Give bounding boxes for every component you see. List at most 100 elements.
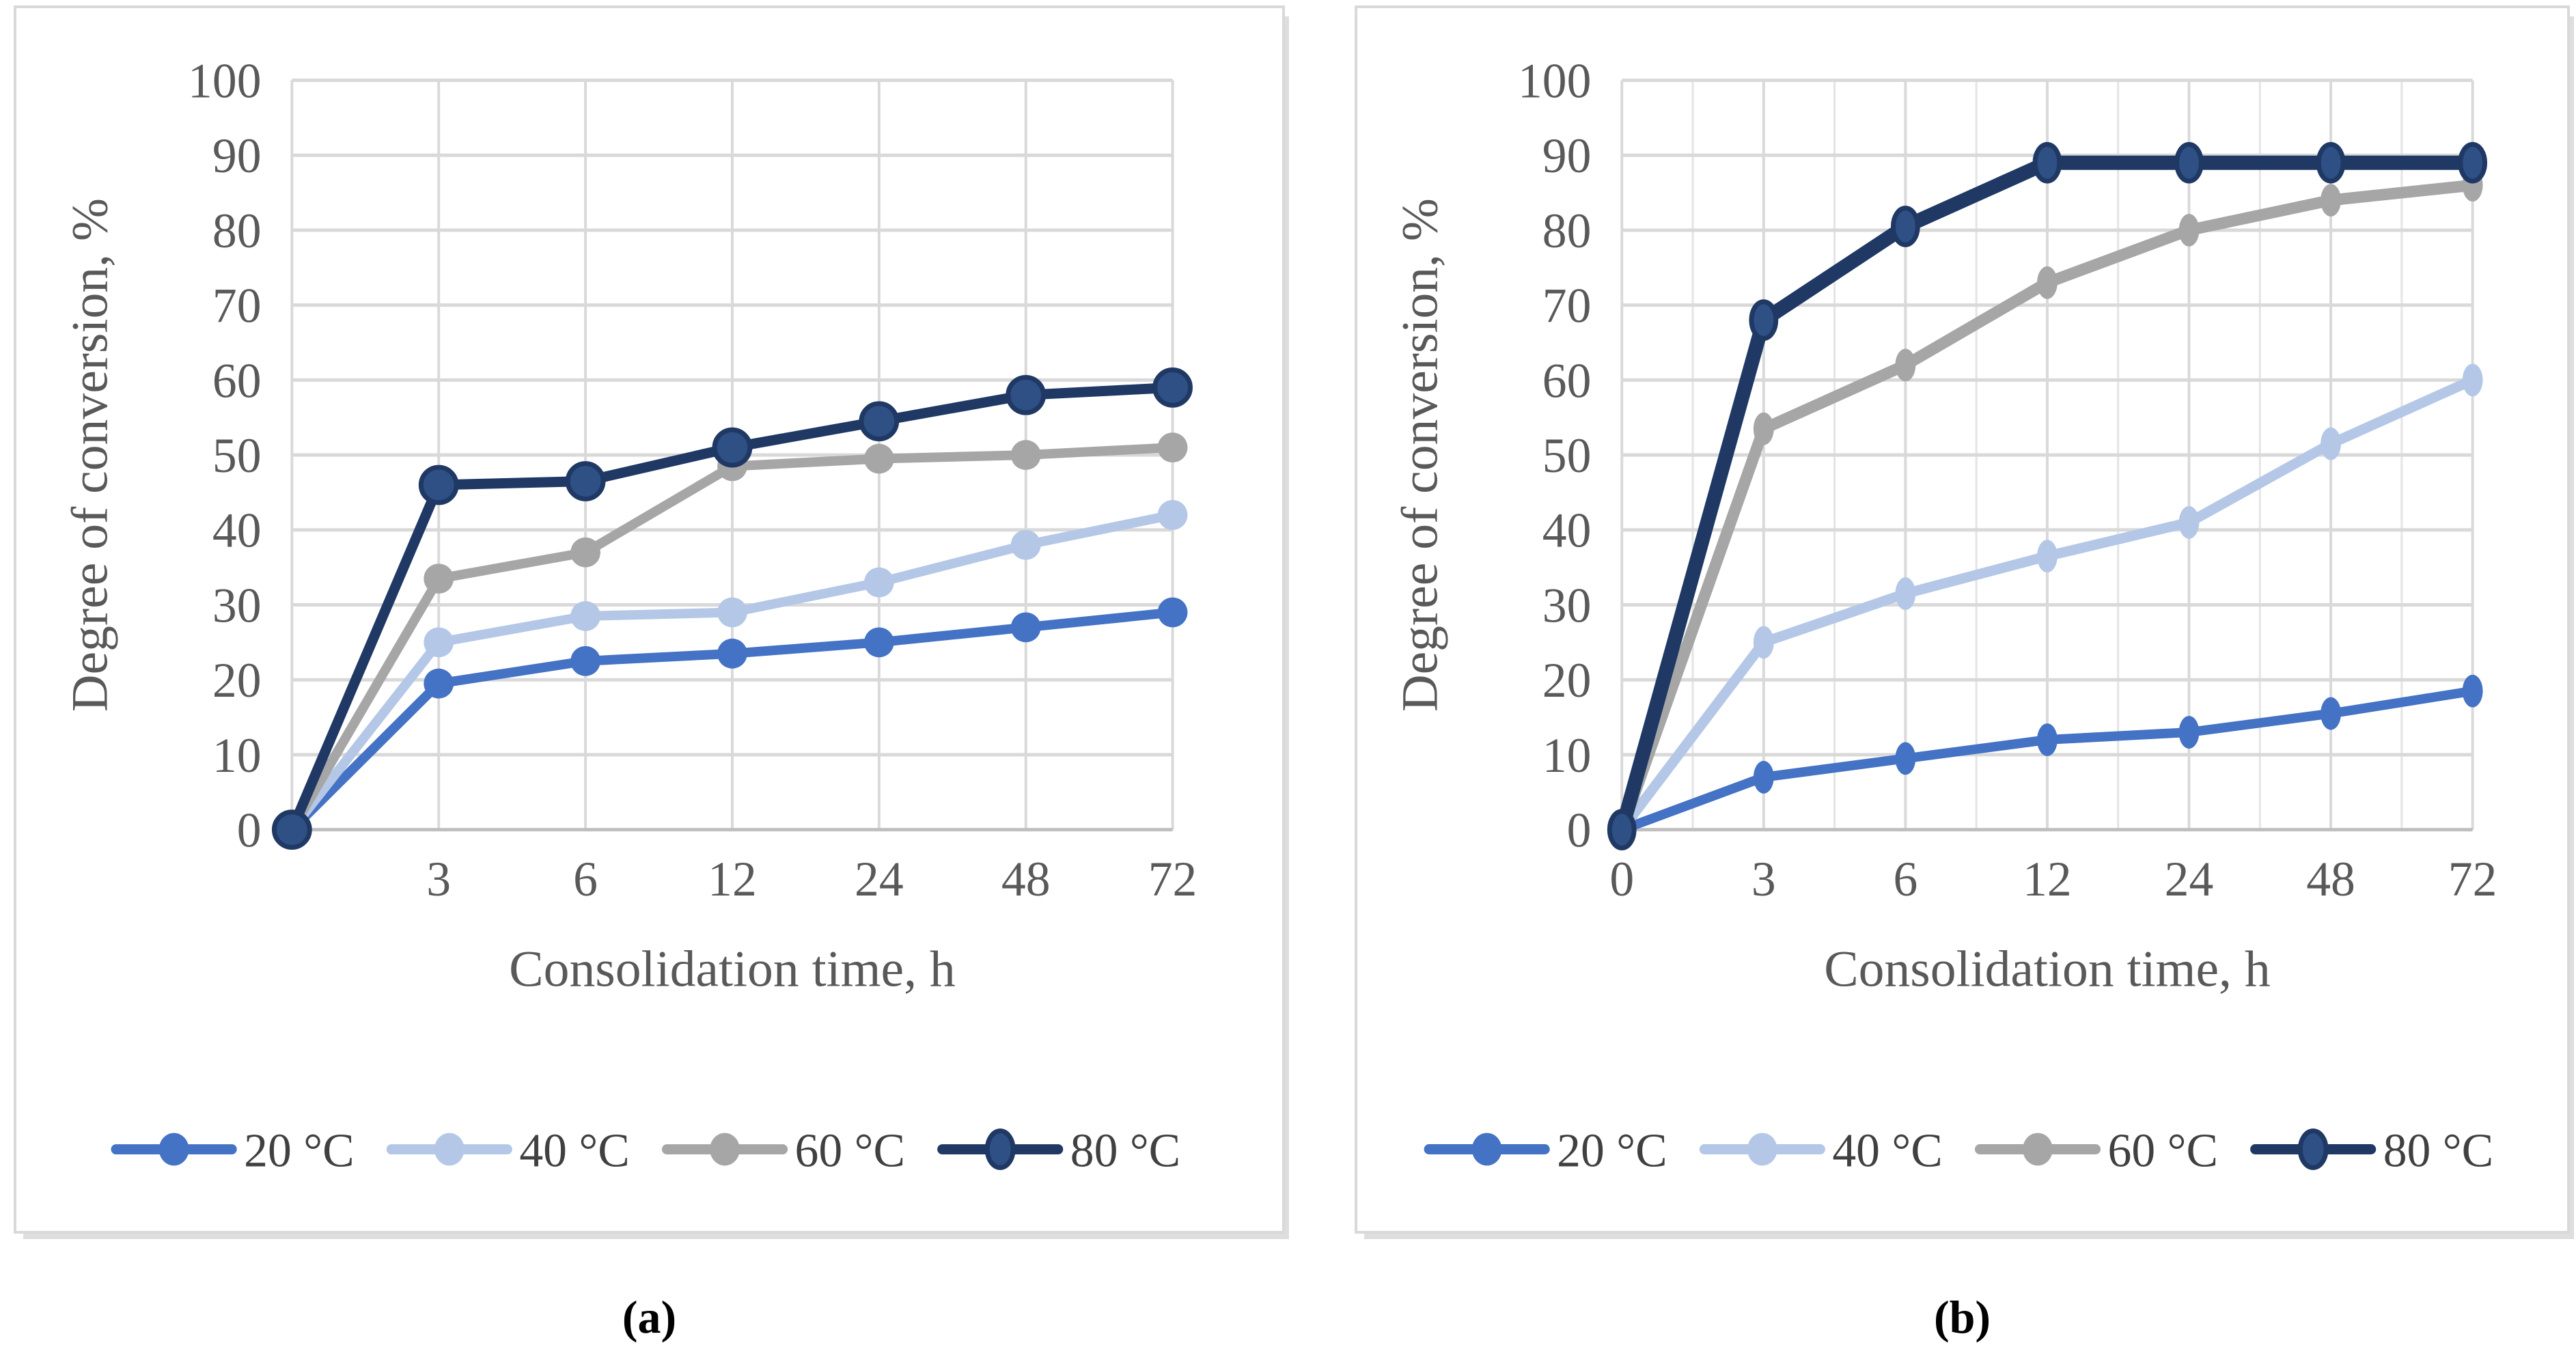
- y-tick-label: 60: [1542, 353, 1592, 408]
- data-point-marker: [1010, 529, 1041, 560]
- data-point-marker: [2037, 540, 2058, 573]
- x-tick-label: 24: [2165, 852, 2214, 906]
- data-point-marker: [1749, 299, 1779, 341]
- data-point-marker: [2178, 505, 2200, 539]
- data-point-marker: [424, 627, 454, 658]
- y-tick-label: 50: [1542, 428, 1592, 483]
- y-tick-label: 90: [212, 128, 262, 183]
- y-tick-label: 80: [212, 204, 262, 258]
- data-point-marker: [712, 427, 753, 468]
- x-axis-title: Consolidation time, h: [509, 941, 956, 998]
- x-tick-label: 3: [1751, 852, 1776, 906]
- data-point-marker: [1157, 597, 1188, 628]
- data-point-marker: [1157, 432, 1188, 463]
- legend-label: 80 °C: [1070, 1124, 1180, 1177]
- data-point-marker: [1753, 412, 1774, 445]
- data-point-marker: [2037, 266, 2058, 299]
- data-point-marker: [2462, 674, 2483, 708]
- y-tick-label: 30: [212, 578, 262, 633]
- data-point-marker: [863, 443, 894, 474]
- data-point-marker: [1753, 760, 1774, 794]
- legend-label: 20 °C: [1557, 1124, 1667, 1177]
- y-axis-title: Degree of conversion, %: [1391, 198, 1448, 712]
- legend-marker: [434, 1133, 465, 1166]
- legend-label: 20 °C: [244, 1124, 354, 1177]
- data-point-marker: [1890, 206, 1920, 247]
- data-point-marker: [2037, 723, 2058, 756]
- data-point-marker: [863, 627, 894, 658]
- data-point-marker: [418, 464, 459, 505]
- y-tick-label: 20: [1542, 653, 1592, 708]
- x-tick-label: 12: [2023, 852, 2072, 906]
- chart-panel-a: 0 10 20 30 40 50 60 70 80 90 100 3 6 12 24 48 72 Consolid…: [14, 5, 1285, 1234]
- y-tick-label: 0: [237, 803, 262, 858]
- x-tick-label: 3: [426, 852, 451, 906]
- x-tick-label: 72: [1148, 852, 1197, 906]
- x-tick-label: 6: [573, 852, 598, 906]
- y-tick-label: 100: [188, 53, 261, 108]
- data-point-marker: [717, 638, 747, 669]
- y-tick-label: 70: [212, 279, 262, 333]
- legend-item-80C: 80 °C: [937, 1124, 1180, 1177]
- data-point-marker: [2458, 141, 2488, 184]
- data-point-marker: [424, 564, 454, 594]
- legend-marker: [1747, 1133, 1777, 1166]
- line-chart-b: 0 10 20 30 40 50 60 70 80 90 100 0 3 6 12 24 48 72 Consoli…: [1391, 53, 2497, 1177]
- data-point-marker: [1010, 440, 1041, 470]
- data-point-marker: [1152, 367, 1193, 408]
- legend-item-40C: 40 °C: [1699, 1124, 1943, 1177]
- data-point-marker: [424, 668, 454, 699]
- x-tick-label: 48: [1001, 852, 1051, 906]
- data-point-marker: [1753, 626, 1774, 659]
- data-point-marker: [570, 601, 600, 631]
- series-80C: [1607, 141, 2488, 850]
- legend-item-20C: 20 °C: [111, 1124, 355, 1177]
- y-tick-label: 80: [1542, 204, 1592, 258]
- legend-item-20C: 20 °C: [1424, 1124, 1667, 1177]
- caption-b: (b): [1933, 1291, 1991, 1343]
- data-point-marker: [2321, 184, 2341, 217]
- data-point-marker: [1895, 742, 1916, 775]
- data-point-marker: [565, 461, 606, 501]
- data-point-marker: [2174, 141, 2204, 184]
- y-tick-label: 40: [1542, 503, 1592, 558]
- data-point-marker: [863, 567, 894, 598]
- legend-marker: [984, 1128, 1016, 1170]
- y-tick-label: 40: [212, 503, 262, 558]
- data-point-marker: [2321, 427, 2341, 460]
- data-point-marker: [570, 646, 600, 676]
- data-point-marker: [1895, 577, 1916, 610]
- data-point-marker: [859, 401, 900, 442]
- legend-marker: [158, 1133, 189, 1166]
- chart-panel-b: 0 10 20 30 40 50 60 70 80 90 100 0 3 6 12 24 48 72 Consoli…: [1355, 5, 2570, 1234]
- y-tick-label: 60: [212, 353, 262, 408]
- series-20C: [277, 597, 1188, 845]
- data-point-marker: [570, 537, 600, 568]
- data-point-marker: [2178, 214, 2200, 247]
- series-40C: [277, 499, 1188, 845]
- y-tick-label: 10: [212, 728, 262, 783]
- data-point-marker: [2178, 716, 2200, 749]
- data-point-marker: [2032, 141, 2062, 184]
- y-tick-label: 100: [1518, 53, 1591, 108]
- data-point-marker: [717, 597, 747, 628]
- x-axis-title: Consolidation time, h: [1824, 941, 2270, 998]
- data-point-marker: [1607, 809, 1637, 850]
- legend-marker: [2023, 1133, 2053, 1166]
- y-tick-label: 50: [212, 428, 262, 483]
- legend-label: 60 °C: [795, 1124, 905, 1177]
- legend-item-60C: 60 °C: [661, 1124, 905, 1177]
- legend-marker: [2297, 1128, 2329, 1170]
- y-tick-label: 70: [1542, 279, 1592, 333]
- y-tick-label: 90: [1542, 128, 1592, 183]
- legend-label: 40 °C: [519, 1124, 629, 1177]
- data-point-marker: [2321, 697, 2341, 730]
- x-tick-label: 6: [1893, 852, 1917, 906]
- data-point-marker: [271, 809, 312, 850]
- legend-marker: [1471, 1133, 1502, 1166]
- data-point-marker: [1157, 499, 1188, 530]
- data-point-marker: [2316, 141, 2346, 184]
- legend-item-80C: 80 °C: [2250, 1124, 2493, 1177]
- x-tick-label: 48: [2306, 852, 2355, 906]
